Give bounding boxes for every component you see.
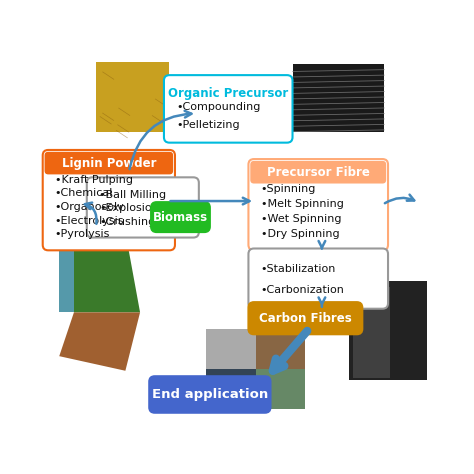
Text: •Explosion: •Explosion [99, 203, 159, 213]
Text: Biomass: Biomass [153, 210, 208, 224]
Text: Carbon Fibres: Carbon Fibres [259, 312, 352, 325]
FancyBboxPatch shape [96, 63, 170, 132]
Text: •Crushing: •Crushing [99, 217, 155, 227]
FancyBboxPatch shape [206, 369, 256, 409]
FancyBboxPatch shape [248, 302, 362, 334]
FancyBboxPatch shape [87, 177, 199, 237]
FancyBboxPatch shape [248, 159, 388, 250]
Polygon shape [59, 232, 140, 312]
FancyBboxPatch shape [151, 202, 210, 232]
Text: •Organosolv: •Organosolv [55, 202, 125, 212]
Text: Organic Precursor: Organic Precursor [168, 87, 288, 100]
FancyBboxPatch shape [353, 287, 390, 378]
Polygon shape [59, 232, 74, 312]
Text: Lignin Powder: Lignin Powder [62, 156, 156, 170]
Text: •Ball Milling: •Ball Milling [99, 190, 166, 200]
Text: •Electrolysis: •Electrolysis [55, 216, 124, 226]
FancyBboxPatch shape [164, 75, 292, 143]
Text: •Pyrolysis: •Pyrolysis [55, 229, 110, 239]
Text: •Wet Spinning: •Wet Spinning [261, 214, 341, 224]
Text: •Chemical: •Chemical [55, 189, 113, 199]
FancyBboxPatch shape [349, 282, 427, 380]
Text: Precursor Fibre: Precursor Fibre [267, 166, 370, 179]
Text: •Stabilization: •Stabilization [261, 264, 336, 274]
Text: •Compounding: •Compounding [176, 102, 260, 112]
FancyBboxPatch shape [292, 64, 384, 132]
Polygon shape [59, 312, 140, 371]
Text: •Dry Spinning: •Dry Spinning [261, 229, 339, 239]
FancyBboxPatch shape [206, 329, 256, 369]
FancyBboxPatch shape [43, 150, 175, 250]
FancyBboxPatch shape [45, 152, 173, 174]
Text: •Melt Spinning: •Melt Spinning [261, 199, 344, 209]
FancyBboxPatch shape [256, 329, 305, 369]
Text: •Spinning: •Spinning [261, 184, 316, 194]
FancyBboxPatch shape [250, 161, 386, 183]
Text: •Pelletizing: •Pelletizing [176, 119, 240, 130]
FancyBboxPatch shape [149, 376, 271, 413]
FancyBboxPatch shape [256, 369, 305, 409]
Text: End application: End application [152, 388, 268, 401]
Text: •Kraft Pulping: •Kraft Pulping [55, 175, 133, 185]
FancyBboxPatch shape [248, 248, 388, 309]
Text: •Carbonization: •Carbonization [261, 284, 345, 294]
